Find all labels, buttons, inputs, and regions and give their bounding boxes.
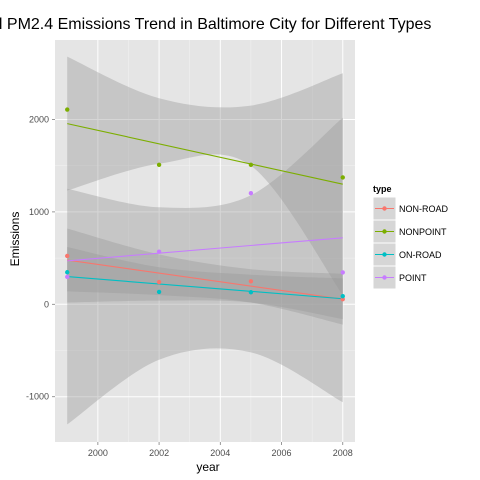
trend-line (67, 259, 343, 300)
trend-lines (67, 123, 343, 300)
x-tick-label: 2006 (272, 448, 292, 458)
data-point (248, 162, 254, 168)
x-tick-label: 2008 (333, 448, 353, 458)
data-point (248, 279, 254, 284)
x-tick-label: 2000 (88, 448, 108, 458)
data-point (156, 279, 162, 285)
chart-title: Total PM2.4 Emissions Trend in Baltimore… (0, 16, 431, 33)
legend-key-point (382, 206, 387, 211)
x-tick-label: 2002 (149, 448, 169, 458)
data-point (65, 107, 70, 112)
x-axis-title: year (196, 460, 219, 474)
data-points (65, 107, 345, 302)
y-tick-label: -1000 (26, 392, 49, 402)
x-axis-ticks: 2000 2002 2004 2006 2008 (88, 442, 353, 458)
data-point (65, 270, 70, 275)
x-tick-label: 2004 (210, 448, 230, 458)
y-tick-label: 2000 (29, 114, 49, 124)
major-gridlines (55, 40, 355, 442)
confidence-band (67, 117, 343, 425)
data-point (65, 253, 70, 259)
minor-gridlines (55, 40, 355, 442)
y-axis-ticks: -1000 0 1000 2000 (26, 114, 55, 402)
legend-label: NONPOINT (399, 227, 447, 237)
y-tick-label: 0 (44, 299, 49, 309)
legend-key-point (382, 252, 387, 257)
data-point (156, 162, 162, 168)
data-point (248, 290, 254, 295)
data-point (156, 249, 162, 254)
legend-title: type (373, 184, 392, 194)
legend: type NON-ROAD NONPOINT ON-ROAD POINT (372, 184, 448, 290)
confidence-band (67, 228, 343, 325)
legend-label: POINT (399, 273, 427, 283)
trend-line (67, 237, 343, 262)
data-point (340, 270, 345, 275)
legend-key-point (382, 229, 387, 234)
data-point (156, 289, 162, 295)
y-tick-label: 1000 (29, 207, 49, 217)
legend-label: ON-ROAD (399, 250, 442, 260)
confidence-band (67, 56, 343, 296)
trend-line (67, 276, 343, 300)
data-point (340, 293, 345, 299)
legend-label: NON-ROAD (399, 204, 448, 214)
data-point (65, 274, 70, 280)
confidence-bands (67, 56, 343, 425)
confidence-band (67, 247, 343, 320)
data-point (340, 175, 345, 180)
y-axis-title: Emissions (8, 212, 22, 267)
data-point (248, 190, 254, 196)
trend-line (67, 123, 343, 185)
legend-key-point (382, 275, 387, 280)
